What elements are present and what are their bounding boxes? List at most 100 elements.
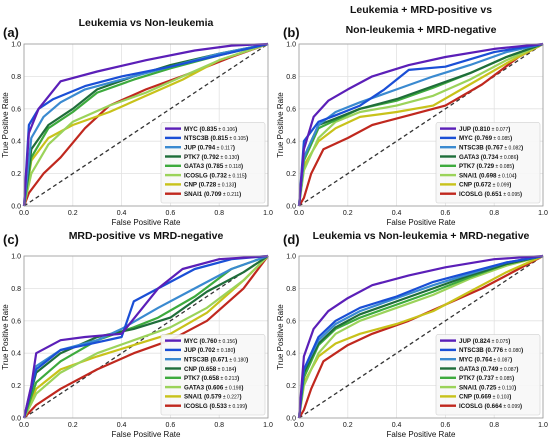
roc-curve-jup [297,254,544,419]
y-tick-label: 1.0 [286,42,296,49]
panel-label: (c) [3,232,19,247]
legend-entry: MYC (0.835 ± 0.106) [184,126,237,133]
y-tick-label: 0.8 [286,286,296,293]
panel-label: (b) [283,25,300,40]
roc-curve-ptk7 [22,254,269,419]
roc-curve-snai1 [297,42,544,207]
x-tick-label: 1.0 [538,422,548,429]
roc-curve-ntsc3b [22,42,269,207]
x-tick-label: 0.0 [294,422,304,429]
legend-entry: MYC (0.769 ± 0.085) [459,135,512,142]
roc-curve-gata3 [23,255,269,419]
legend-entry: CNP (0.658 ± 0.184) [184,366,236,373]
x-tick-label: 1.0 [538,210,548,217]
plot-frame [298,255,544,419]
x-tick-label: 0.0 [19,210,29,217]
y-axis-label: True Positive Rate [1,304,10,370]
x-tick-label: 0.0 [19,422,29,429]
plot-frame [23,255,269,419]
legend-box [435,334,541,416]
x-tick-label: 0.6 [166,210,176,217]
roc-curve-myc [22,254,269,419]
y-tick-label: 1.0 [11,42,21,49]
chart-title: Non-leukemia + MRD-negative [346,24,497,36]
legend-entry: GATA3 (0.785 ± 0.118) [184,163,243,170]
y-tick-label: 0.4 [11,139,21,146]
legend-entry: SNAI1 (0.698 ± 0.104) [459,172,517,179]
plot-frame [298,43,544,207]
chart-title: MRD-positive vs MRD-negative [69,230,224,242]
y-tick-label: 1.0 [11,254,21,261]
y-tick-label: 1.0 [286,254,296,261]
legend-entry: JUP (0.702 ± 0.180) [184,347,235,354]
y-tick-label: 0.2 [286,171,296,178]
y-tick-label: 0.0 [286,416,296,423]
legend-entry: GATA3 (0.606 ± 0.198) [184,384,243,391]
roc-panel-a: 0.00.0 0.2 0.2 0.4 0.4 0.6 0.6 0.8 0.8 1.0 1.0 Fals… [1,17,273,227]
legend-entry: ICOSLG (0.533 ± 0.199) [184,403,247,410]
roc-curve-icoslg [22,42,269,207]
legend-entry: CNP (0.672 ± 0.099) [459,182,511,189]
legend-entry: MYC (0.764 ± 0.087) [459,357,512,364]
x-tick-label: 0.0 [294,210,304,217]
legend-entry: NTSC3B (0.671 ± 0.180) [184,357,248,364]
roc-curve-snai1 [297,254,544,419]
y-tick-label: 0.6 [286,106,296,113]
y-tick-label: 0.2 [286,383,296,390]
roc-curve-myc [297,42,544,207]
y-tick-label: 0.2 [11,171,21,178]
plot-frame [23,43,269,207]
roc-curve-ntsc3b [297,254,544,419]
roc-curve-icoslg [23,255,269,419]
roc-curve-icoslg [298,255,544,419]
roc-panel-d: 0.00.0 0.2 0.2 0.4 0.4 0.6 0.6 0.8 0.8 1.0 1.0 Fals… [276,230,548,439]
legend-box [435,122,541,204]
legend-entry: PTK7 (0.658 ± 0.213) [184,375,239,382]
roc-curve-jup [297,42,544,207]
y-tick-label: 0.0 [286,204,296,211]
x-axis-label: False Positive Rate [112,218,181,227]
x-tick-label: 0.4 [117,210,127,217]
x-axis-label: False Positive Rate [112,430,181,439]
x-tick-label: 0.6 [441,210,451,217]
y-tick-label: 0.2 [11,383,21,390]
legend-entry: NTSC3B (0.815 ± 0.105) [184,135,248,142]
legend-entry: NTSC3B (0.767 ± 0.082) [459,145,523,152]
legend-entry: CNP (0.669 ± 0.103) [459,394,511,401]
legend-entry: SNAI1 (0.725 ± 0.110) [459,384,516,391]
legend-entry: ICOSLG (0.732 ± 0.115) [184,172,247,179]
legend-entry: JUP (0.824 ± 0.075) [459,338,510,345]
x-tick-label: 0.8 [489,422,499,429]
roc-panel-c: 0.00.0 0.2 0.2 0.4 0.4 0.6 0.6 0.8 0.8 1.0 1.0 Fals… [1,230,273,439]
y-tick-label: 0.0 [11,204,21,211]
roc-curve-myc [22,42,269,207]
x-tick-label: 0.8 [214,210,224,217]
legend-entry: PTK7 (0.729 ± 0.085) [459,163,514,170]
x-tick-label: 0.4 [392,422,402,429]
x-tick-label: 0.8 [214,422,224,429]
x-tick-label: 0.4 [392,210,402,217]
roc-curve-ntsc3b [297,42,544,207]
y-tick-label: 0.4 [286,351,296,358]
y-axis-label: True Positive Rate [276,92,285,158]
roc-curve-icoslg [298,43,544,207]
legend-entry: NTSC3B (0.776 ± 0.080) [459,347,523,354]
y-tick-label: 0.4 [11,351,21,358]
roc-curve-jup [22,254,269,419]
chart-title: Leukemia vs Non-leukemia [79,17,214,29]
x-axis-label: False Positive Rate [387,430,456,439]
chart-title: Leukemia vs Non-leukemia + MRD-negative [313,230,530,242]
x-tick-label: 0.6 [441,422,451,429]
legend-entry: JUP (0.810 ± 0.077) [459,126,510,133]
x-tick-label: 1.0 [263,422,273,429]
y-tick-label: 0.6 [286,318,296,325]
panel-label: (d) [283,232,300,247]
x-tick-label: 0.8 [489,210,499,217]
legend-box [160,122,266,204]
legend-entry: GATA3 (0.734 ± 0.086) [459,154,518,161]
roc-curve-ntsc3b [22,254,269,419]
x-axis-label: False Positive Rate [387,218,456,227]
chart-title: Leukemia + MRD-positive vs [350,4,492,16]
x-tick-label: 0.2 [343,422,353,429]
